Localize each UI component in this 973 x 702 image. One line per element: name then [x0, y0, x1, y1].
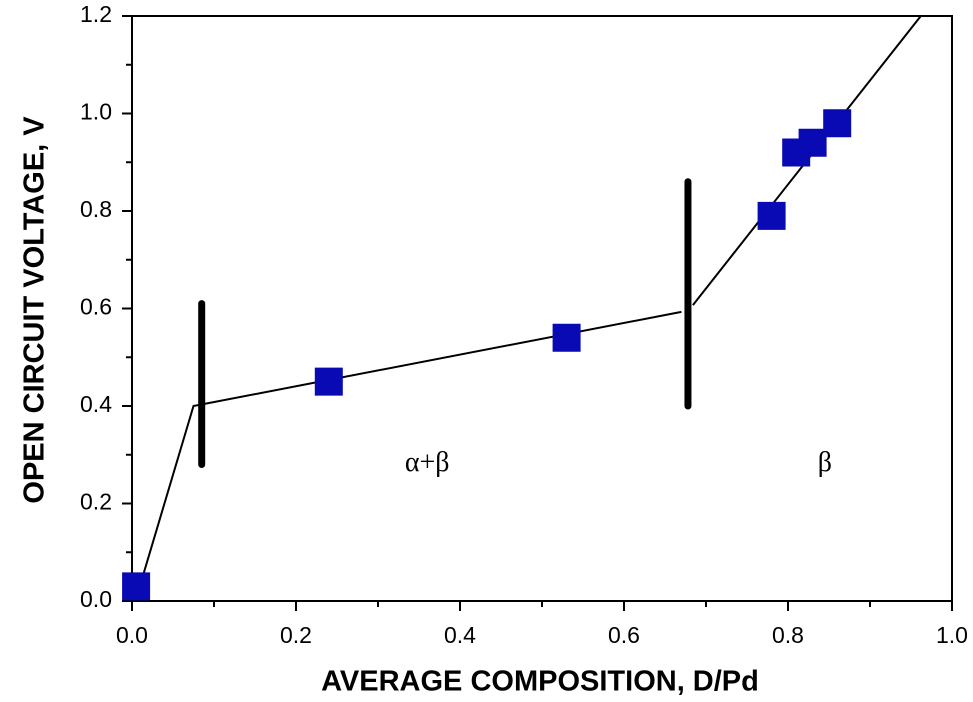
y-tick-label: 0.4: [80, 391, 112, 417]
phase-label: α+β: [405, 447, 450, 478]
data-point: [798, 128, 827, 157]
data-point: [122, 572, 151, 601]
y-axis-title: OPEN CIRCUIT VOLTAGE, V: [19, 116, 51, 504]
phase-label: β: [818, 447, 832, 478]
x-axis-title: AVERAGE COMPOSITION, D/Pd: [321, 666, 759, 698]
y-tick-label: 1.2: [80, 1, 112, 27]
y-tick-label: 0.0: [80, 586, 112, 612]
data-point: [823, 109, 852, 138]
data-point: [314, 367, 343, 396]
y-tick-label: 0.8: [80, 196, 112, 222]
y-tick-label: 0.2: [80, 489, 112, 515]
x-tick-label: 0.2: [280, 622, 312, 648]
data-point: [757, 201, 786, 230]
x-tick-label: 1.0: [936, 622, 968, 648]
data-point: [552, 323, 581, 352]
fit-line: [139, 310, 682, 586]
x-tick-label: 0.6: [608, 622, 640, 648]
y-tick-label: 0.6: [80, 294, 112, 320]
x-tick-label: 0.0: [116, 622, 148, 648]
x-tick-label: 0.4: [444, 622, 476, 648]
x-tick-label: 0.8: [772, 622, 804, 648]
plot-frame: [131, 15, 953, 602]
y-tick-label: 1.0: [80, 99, 112, 125]
